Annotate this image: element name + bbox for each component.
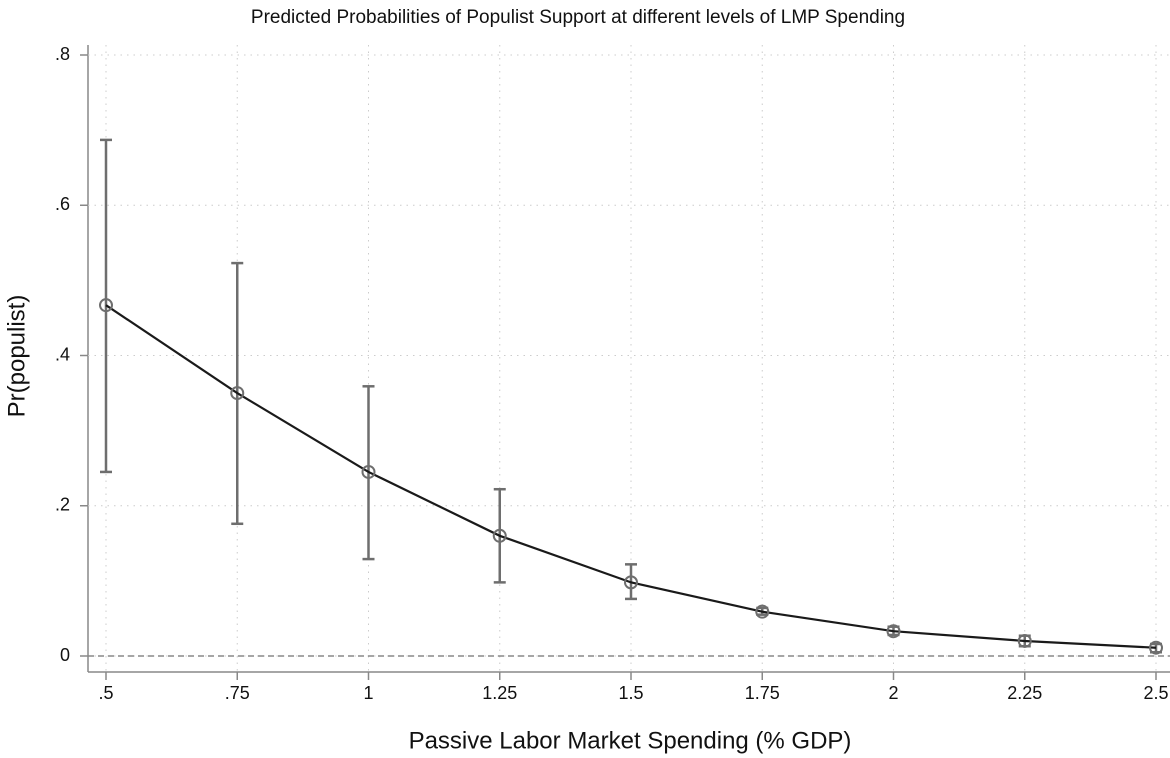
point	[99, 298, 113, 313]
x-tick-label: .5	[98, 683, 113, 703]
x-tick-label: 1.25	[482, 683, 517, 703]
y-tick-label: .2	[55, 495, 70, 515]
chart-title: Predicted Probabilities of Populist Supp…	[251, 7, 905, 28]
x-tick-label: 2.5	[1143, 683, 1168, 703]
x-tick-label: 2.25	[1007, 683, 1042, 703]
point	[755, 604, 770, 619]
x-tick-label: 1.5	[618, 683, 643, 703]
point	[886, 624, 901, 639]
y-tick-label: .8	[55, 44, 70, 64]
y-axis-label: Pr(populist)	[3, 295, 30, 418]
point	[1149, 640, 1163, 655]
x-tick-label: 1.75	[745, 683, 780, 703]
y-tick-label: .4	[55, 344, 70, 364]
point	[624, 575, 638, 590]
line	[105, 304, 1157, 649]
x-axis-label: Passive Labor Market Spending (% GDP)	[409, 727, 852, 754]
point	[1017, 633, 1032, 648]
y-tick-label: .6	[55, 194, 70, 214]
x-tick-label: 2	[888, 683, 898, 703]
point	[361, 464, 376, 479]
point	[492, 528, 507, 543]
point	[230, 386, 245, 401]
y-tick-label: 0	[60, 645, 70, 665]
x-tick-label: 1	[363, 683, 373, 703]
x-tick-label: .75	[225, 683, 250, 703]
